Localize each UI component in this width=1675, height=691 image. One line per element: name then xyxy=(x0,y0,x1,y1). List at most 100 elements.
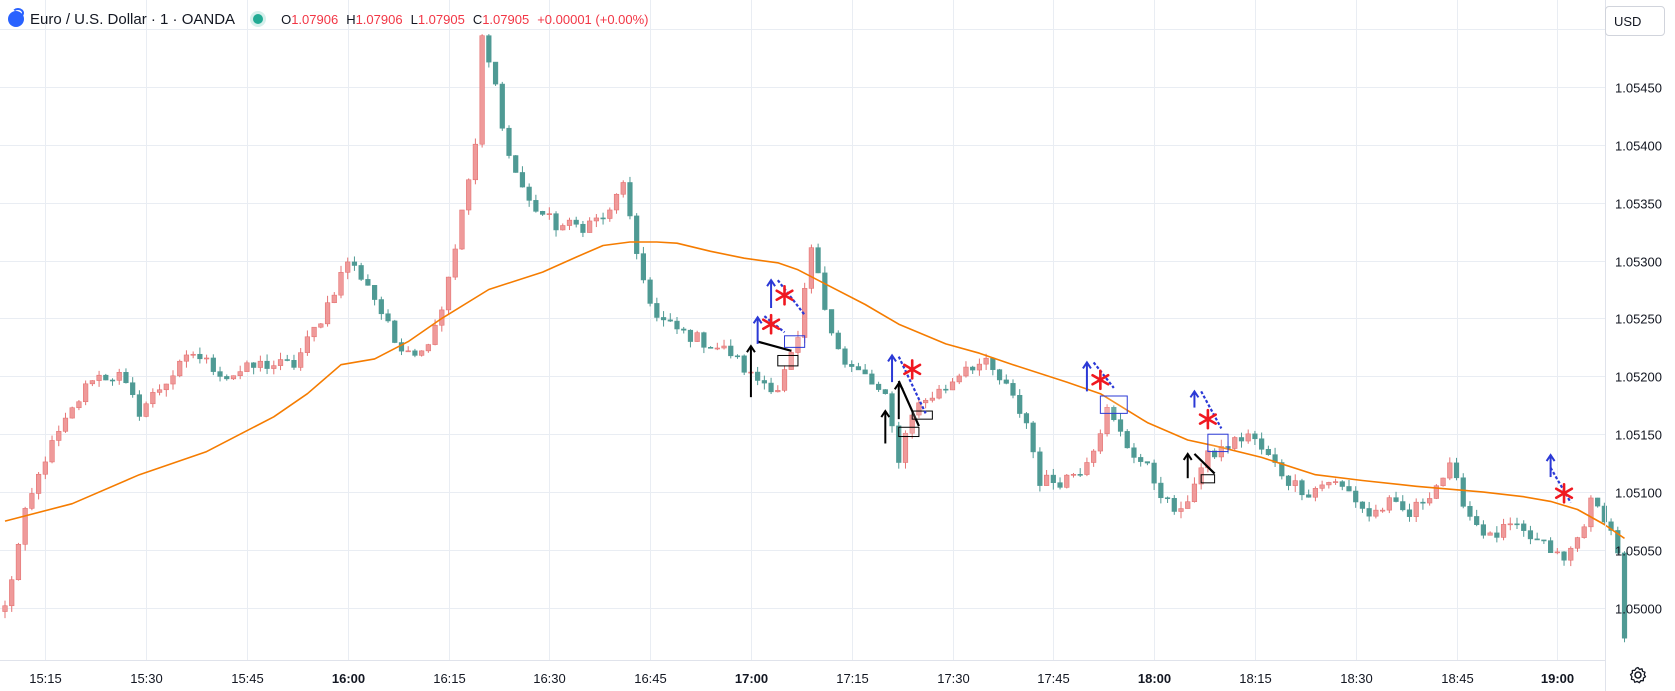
candle-body xyxy=(419,350,425,356)
candle-body xyxy=(681,328,687,331)
annotation-box xyxy=(777,354,799,367)
candle-body xyxy=(298,352,304,368)
candle-body xyxy=(392,320,398,343)
annotation-arrow-head xyxy=(746,344,756,353)
candle-body xyxy=(378,299,384,315)
candle-body xyxy=(1386,497,1392,511)
time-axis[interactable]: 15:15 15:30 15:45 16:00 16:15 16:30 16:45 17:00… xyxy=(29,671,1574,686)
candle-body xyxy=(291,360,297,368)
candle-body xyxy=(1554,551,1560,554)
candle-body xyxy=(573,219,579,225)
candle-body xyxy=(351,261,358,266)
candle-body xyxy=(1131,447,1137,458)
candle-body xyxy=(533,200,539,212)
candle-body xyxy=(600,217,606,220)
candle-body xyxy=(1406,509,1413,517)
candle-body xyxy=(1615,530,1621,554)
candle-body xyxy=(1124,431,1130,449)
annotation-box xyxy=(784,335,806,348)
candle-body xyxy=(177,360,183,377)
candle-body xyxy=(519,172,526,188)
candle-body xyxy=(412,350,418,356)
candle-body xyxy=(1265,448,1271,455)
candle-body xyxy=(405,350,411,353)
time-tick-label: 18:30 xyxy=(1340,671,1373,686)
candle-body xyxy=(593,217,599,222)
candle-body xyxy=(479,35,485,145)
annotation-star-stroke xyxy=(761,318,781,331)
candle-body xyxy=(29,493,35,509)
candle-body xyxy=(1447,462,1453,479)
candle-body xyxy=(1091,450,1097,463)
ohlc-low: L1.07905 xyxy=(411,12,465,27)
candle-body xyxy=(35,473,42,494)
price-tick-label: 1.05100 xyxy=(1615,486,1662,501)
candle-body xyxy=(1608,521,1614,531)
ohlc-high: H1.07906 xyxy=(346,12,402,27)
candle-body xyxy=(96,374,102,381)
candle-body xyxy=(318,323,324,328)
market-status-icon xyxy=(253,14,264,24)
candle-body xyxy=(654,303,660,318)
annotation-arrow-head xyxy=(766,278,776,287)
candle-body xyxy=(1030,422,1036,453)
symbol-title[interactable]: Euro / U.S. Dollar · 1 · OANDA xyxy=(30,10,236,28)
candle-body xyxy=(1373,509,1379,517)
annotation-line xyxy=(1193,453,1216,475)
candle-body xyxy=(1158,482,1164,499)
candle-body xyxy=(459,209,465,250)
candle-body xyxy=(486,35,492,63)
candle-body xyxy=(1460,477,1466,507)
annotation-box xyxy=(1207,433,1229,453)
annotation-arrow-head xyxy=(1189,389,1200,398)
candle-body xyxy=(284,359,290,361)
candle-body xyxy=(1601,505,1607,523)
candle-body xyxy=(1366,508,1372,517)
candle-body xyxy=(755,371,761,381)
candle-body xyxy=(345,261,351,273)
candle-body xyxy=(311,326,317,338)
candle-body xyxy=(1413,501,1419,517)
annotation-box xyxy=(898,426,920,438)
candle-body xyxy=(143,403,149,417)
candle-body xyxy=(1010,383,1016,396)
candle-body xyxy=(896,425,902,463)
candle-body xyxy=(1420,501,1426,504)
candle-body xyxy=(526,186,532,201)
candle-body xyxy=(936,388,942,399)
moving-average xyxy=(4,241,1625,540)
candle-body xyxy=(976,363,982,371)
price-axis[interactable]: 1.05000 1.05050 1.05100 1.05150 1.05200 1.052… xyxy=(1615,23,1662,617)
annotation-box xyxy=(911,410,933,420)
candle-body xyxy=(687,329,694,342)
candle-body xyxy=(781,369,788,391)
time-tick-label: 19:00 xyxy=(1541,671,1574,686)
candle-body xyxy=(875,383,882,390)
candle-body xyxy=(721,345,727,349)
gear-icon[interactable] xyxy=(1628,665,1648,685)
annotation-line xyxy=(1092,361,1115,389)
annotation-arrow-head xyxy=(1182,452,1193,461)
candle-body xyxy=(1359,501,1366,509)
symbol-legend[interactable]: Euro / U.S. Dollar · 1 · OANDA O1.07906 … xyxy=(8,8,657,30)
currency-button[interactable]: USD xyxy=(1605,6,1665,36)
candle-body xyxy=(69,407,75,419)
candle-body xyxy=(499,83,505,129)
candle-body xyxy=(1440,477,1446,487)
candle-body xyxy=(714,347,720,350)
annotation-star-stroke xyxy=(903,363,922,376)
candle-body xyxy=(130,382,136,395)
candle-body xyxy=(1474,516,1480,525)
time-tick-label: 16:00 xyxy=(332,671,365,686)
candle-body xyxy=(1568,547,1574,561)
candle-body xyxy=(1279,462,1285,477)
candle-body xyxy=(1144,461,1150,464)
price-tick-label: 1.05050 xyxy=(1615,544,1662,559)
candle-body xyxy=(358,265,364,280)
candle-body xyxy=(1185,501,1191,509)
candle-body xyxy=(1332,481,1339,483)
ohlc-high-value: 1.07906 xyxy=(355,11,403,27)
candle-body xyxy=(230,375,237,380)
ohlc-open-key: O xyxy=(281,11,292,27)
